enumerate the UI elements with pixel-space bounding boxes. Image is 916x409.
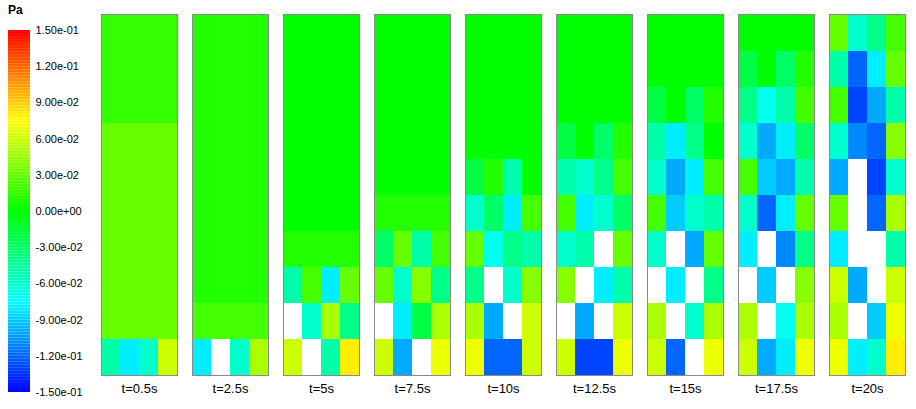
svg-text:t=7.5s: t=7.5s (395, 381, 431, 396)
svg-text:t=10s: t=10s (487, 381, 520, 396)
svg-text:t=5s: t=5s (309, 381, 334, 396)
svg-text:t=17.5s: t=17.5s (755, 381, 799, 396)
html-text:Pa: Pa (8, 3, 23, 17)
svg-text:-1.50e-01: -1.50e-01 (36, 386, 83, 398)
svg-text:-9.00e-02: -9.00e-02 (36, 314, 83, 326)
svg-text:-6.00e-02: -6.00e-02 (36, 277, 83, 289)
svg-text:t=0.5s: t=0.5s (122, 381, 158, 396)
svg-text:6.00e-02: 6.00e-02 (36, 133, 79, 145)
svg-text:t=20s: t=20s (851, 381, 884, 396)
svg-text:1.20e-01: 1.20e-01 (36, 60, 79, 72)
svg-text:0.00e+00: 0.00e+00 (36, 205, 82, 217)
svg-text:-3.00e-02: -3.00e-02 (36, 241, 83, 253)
svg-text:3.00e-02: 3.00e-02 (36, 169, 79, 181)
svg-text:t=2.5s: t=2.5s (213, 381, 249, 396)
svg-text:t=12.5s: t=12.5s (573, 381, 617, 396)
svg-text:-1.20e-01: -1.20e-01 (36, 350, 83, 362)
svg-text:1.50e-01: 1.50e-01 (36, 24, 79, 36)
svg-text:9.00e-02: 9.00e-02 (36, 96, 79, 108)
svg-text:t=15s: t=15s (669, 381, 702, 396)
